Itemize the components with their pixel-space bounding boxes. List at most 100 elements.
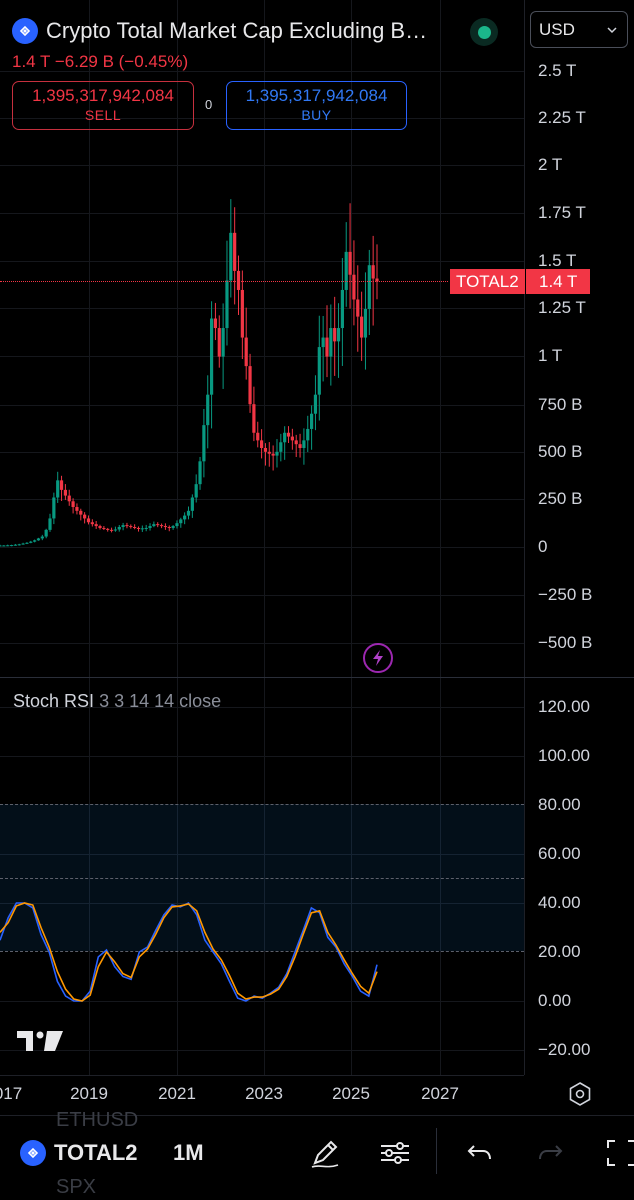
sell-label: SELL — [84, 107, 122, 123]
candle — [2, 545, 6, 547]
indicator-axis-label: −20.00 — [538, 1040, 591, 1059]
chevron-down-icon — [607, 26, 617, 33]
candle — [194, 474, 198, 503]
buy-button[interactable]: 1,395,317,942,084 BUY — [226, 81, 407, 130]
candle — [113, 526, 118, 532]
grid-line — [0, 165, 524, 166]
candle — [259, 429, 264, 459]
candle — [94, 520, 98, 529]
candle — [352, 240, 356, 326]
grid-line — [0, 356, 524, 357]
candle — [25, 542, 29, 545]
candle — [152, 521, 156, 528]
redo-icon[interactable] — [535, 1136, 565, 1175]
candle — [202, 408, 206, 478]
chart-settings-icon[interactable] — [567, 1081, 593, 1112]
candle — [117, 524, 121, 532]
candle — [356, 265, 360, 352]
candle — [136, 526, 141, 532]
stoch-rsi-chart[interactable] — [0, 677, 524, 1075]
candle — [252, 386, 256, 442]
candle — [213, 302, 218, 341]
time-scale-border — [0, 1075, 524, 1076]
candle — [256, 421, 260, 448]
indicator-axis-label: 100.00 — [538, 746, 590, 765]
candle — [367, 249, 371, 336]
candle — [56, 471, 60, 503]
price-chart[interactable] — [0, 0, 524, 677]
price-change: 1.4 T −6.29 B (−0.45%) — [12, 52, 189, 71]
grid-line — [264, 0, 265, 1075]
price-axis-label: 1.25 T — [538, 298, 586, 317]
buy-price: 1,395,317,942,084 — [245, 86, 388, 105]
candle — [52, 492, 56, 525]
candle — [133, 524, 137, 530]
grid-line — [0, 1050, 524, 1051]
grid-line — [0, 213, 524, 214]
undo-icon[interactable] — [465, 1136, 495, 1175]
candle — [71, 498, 75, 514]
candle — [183, 512, 187, 525]
grid-line — [0, 499, 524, 500]
grid-line — [0, 903, 524, 904]
band-middle-line — [0, 878, 524, 879]
buy-label: BUY — [301, 107, 332, 123]
tradingview-logo[interactable] — [17, 1029, 63, 1058]
candle — [159, 523, 164, 529]
stoch-k-line — [0, 901, 378, 1002]
watchlist-ghost-item: ETHUSD — [56, 1109, 139, 1131]
candle — [275, 439, 279, 468]
price-axis-label: 2 T — [538, 155, 563, 174]
price-scale-border — [524, 0, 525, 1075]
grid-line — [0, 405, 524, 406]
candle — [21, 542, 25, 545]
price-axis-label: 2.25 T — [538, 108, 586, 127]
candle — [286, 426, 291, 443]
sell-price: 1,395,317,942,084 — [32, 86, 174, 105]
last-price-line — [0, 281, 448, 282]
watchlist-ghost-item: SPX — [56, 1176, 97, 1198]
candle — [167, 525, 171, 532]
pane-divider[interactable] — [0, 677, 634, 678]
candle — [206, 375, 210, 449]
candle — [98, 524, 102, 530]
indicator-axis-label: 20.00 — [538, 942, 581, 961]
sell-button[interactable]: 1,395,317,942,084 SELL — [12, 81, 194, 130]
indicator-axis-label: 120.00 — [538, 697, 590, 716]
symbol-title[interactable]: Crypto Total Market Cap Excluding B… — [46, 18, 428, 43]
drawing-tools-icon[interactable] — [308, 1136, 342, 1175]
grid-line — [0, 707, 524, 708]
fullscreen-icon[interactable] — [604, 1136, 634, 1175]
candle — [36, 537, 41, 541]
candle — [40, 534, 44, 541]
candle — [156, 522, 160, 528]
interval-button[interactable]: 1M — [173, 1140, 204, 1165]
candle — [102, 526, 106, 531]
candle — [59, 475, 64, 501]
candle — [121, 522, 125, 531]
indicator-legend[interactable]: Stoch RSI 3 3 14 14 close — [13, 691, 221, 712]
grid-line — [440, 0, 441, 1075]
market-status-icon[interactable] — [470, 18, 498, 46]
currency-select[interactable]: USD — [530, 11, 628, 48]
candle — [186, 506, 191, 520]
candle — [325, 305, 329, 378]
candle — [329, 304, 333, 386]
candle — [233, 207, 237, 305]
symbol-button[interactable]: TOTAL2 — [20, 1138, 138, 1168]
grid-line — [351, 0, 352, 1075]
indicator-name: Stoch RSI — [13, 691, 95, 711]
candle — [125, 522, 129, 529]
candle — [375, 244, 379, 300]
lightning-icon[interactable] — [363, 643, 393, 673]
grid-line — [0, 118, 524, 119]
price-axis-label: −250 B — [538, 585, 593, 604]
candle — [302, 428, 306, 465]
grid-line — [89, 0, 90, 1075]
candle — [171, 525, 175, 530]
grid-line — [0, 595, 524, 596]
symbol-button-label: TOTAL2 — [54, 1140, 138, 1165]
candle — [140, 525, 144, 532]
grid-line — [0, 1001, 524, 1002]
indicators-settings-icon[interactable] — [378, 1136, 412, 1175]
